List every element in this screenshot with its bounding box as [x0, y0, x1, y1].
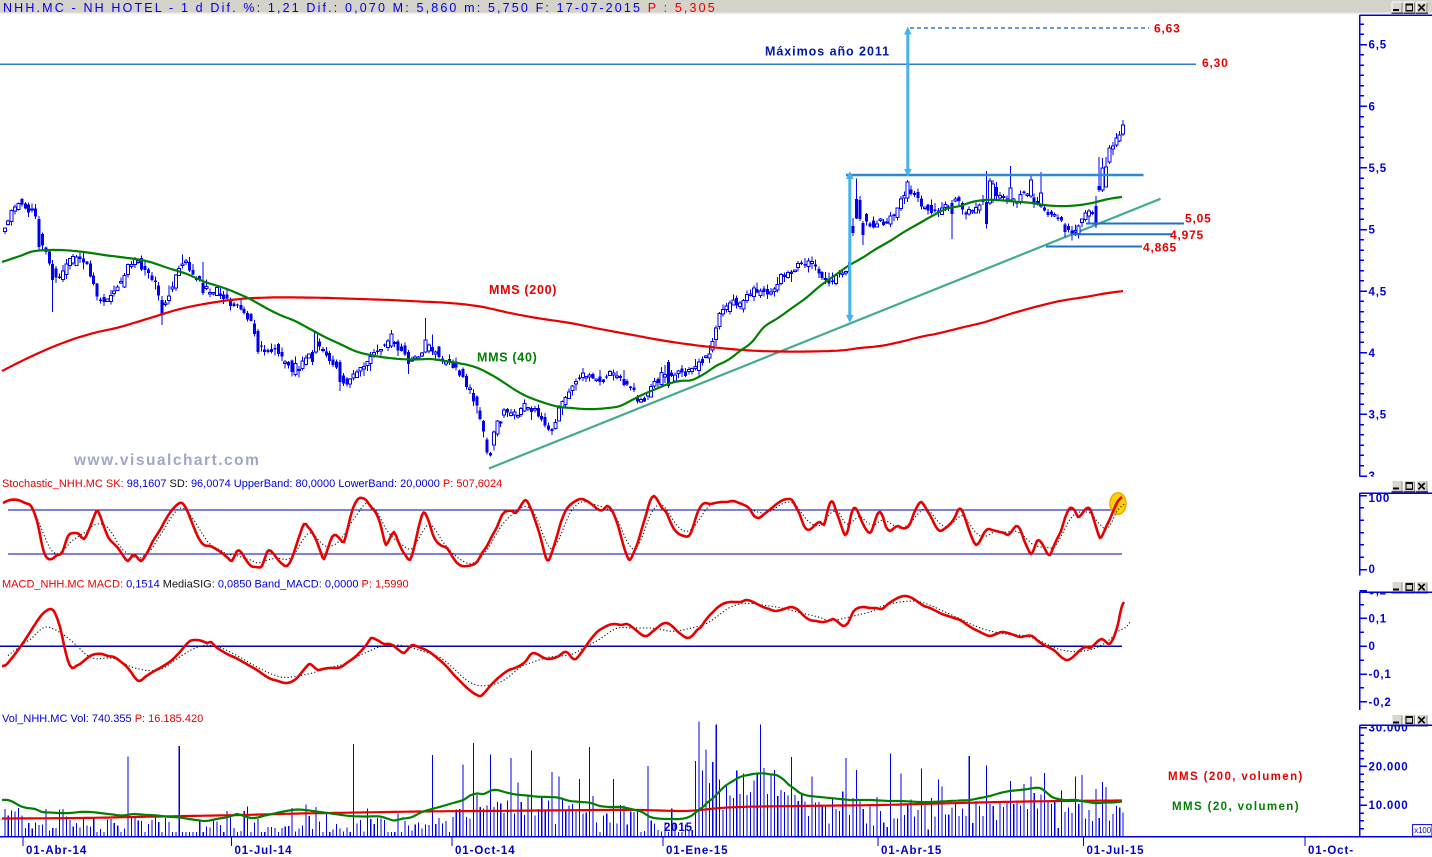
svg-text:MMS (40): MMS (40) — [477, 351, 537, 365]
svg-text:-0,2: -0,2 — [1369, 697, 1392, 709]
svg-text:-0,1: -0,1 — [1369, 669, 1392, 681]
svg-text:MMS (200, volumen): MMS (200, volumen) — [1168, 771, 1304, 783]
svg-text:MMS (200): MMS (200) — [489, 283, 557, 297]
svg-text:6,5: 6,5 — [1369, 40, 1387, 52]
svg-text:Vol_NHH.MC Vol: 740.355 P: 1: Vol_NHH.MC Vol: 740.355 P: 16.185.420 — [2, 713, 203, 725]
svg-text:MACD_NHH.MC MACD: 0,1514 Med: MACD_NHH.MC MACD: 0,1514 MediaSIG: 0,085… — [2, 579, 409, 591]
svg-text:01-Jul-14: 01-Jul-14 — [235, 845, 293, 857]
svg-text:3,5: 3,5 — [1369, 410, 1387, 422]
svg-text:4,865: 4,865 — [1143, 241, 1177, 255]
svg-text:20.000: 20.000 — [1369, 761, 1409, 773]
svg-text:3: 3 — [1369, 471, 1375, 483]
svg-text:x100: x100 — [1414, 826, 1432, 835]
svg-text:5,5: 5,5 — [1369, 163, 1387, 175]
svg-text:www.visualchart.com: www.visualchart.com — [73, 452, 260, 469]
svg-text:6,63: 6,63 — [1154, 22, 1181, 36]
svg-text:4,5: 4,5 — [1369, 286, 1387, 298]
svg-text:2015: 2015 — [664, 822, 693, 834]
svg-text:30.000: 30.000 — [1369, 723, 1409, 735]
svg-text:01-Abr-15: 01-Abr-15 — [881, 845, 942, 857]
svg-text:6,30: 6,30 — [1202, 56, 1229, 70]
svg-text:10.000: 10.000 — [1369, 800, 1409, 812]
svg-text:5: 5 — [1369, 225, 1376, 237]
svg-text:4,975: 4,975 — [1170, 228, 1204, 242]
svg-text:100: 100 — [1369, 493, 1391, 505]
svg-text:4: 4 — [1369, 348, 1376, 360]
svg-text:Máximos año 2011: Máximos año 2011 — [765, 45, 890, 59]
svg-text:Stochastic_NHH.MC SK: 98,1607: Stochastic_NHH.MC SK: 98,1607 SD: 96,007… — [2, 478, 502, 490]
svg-text:0: 0 — [1369, 564, 1376, 576]
svg-text:0,1: 0,1 — [1369, 613, 1387, 625]
svg-text:0,2: 0,2 — [1369, 586, 1387, 598]
svg-text:01-Abr-14: 01-Abr-14 — [26, 845, 87, 857]
svg-text:6: 6 — [1369, 101, 1376, 113]
svg-text:MMS (20, volumen): MMS (20, volumen) — [1172, 801, 1300, 813]
svg-text:01-Jul-15: 01-Jul-15 — [1087, 845, 1145, 857]
svg-text:0: 0 — [1369, 641, 1376, 653]
svg-text:01-Ene-15: 01-Ene-15 — [666, 845, 728, 857]
svg-text:01-Oct-14: 01-Oct-14 — [455, 845, 516, 857]
svg-text:NHH.MC - NH HOTEL - 1 d Dif.: NHH.MC - NH HOTEL - 1 d Dif. %: 1,21 Dif… — [3, 1, 717, 15]
svg-text:01-Oct-: 01-Oct- — [1308, 845, 1354, 857]
svg-text:5,05: 5,05 — [1185, 212, 1212, 226]
